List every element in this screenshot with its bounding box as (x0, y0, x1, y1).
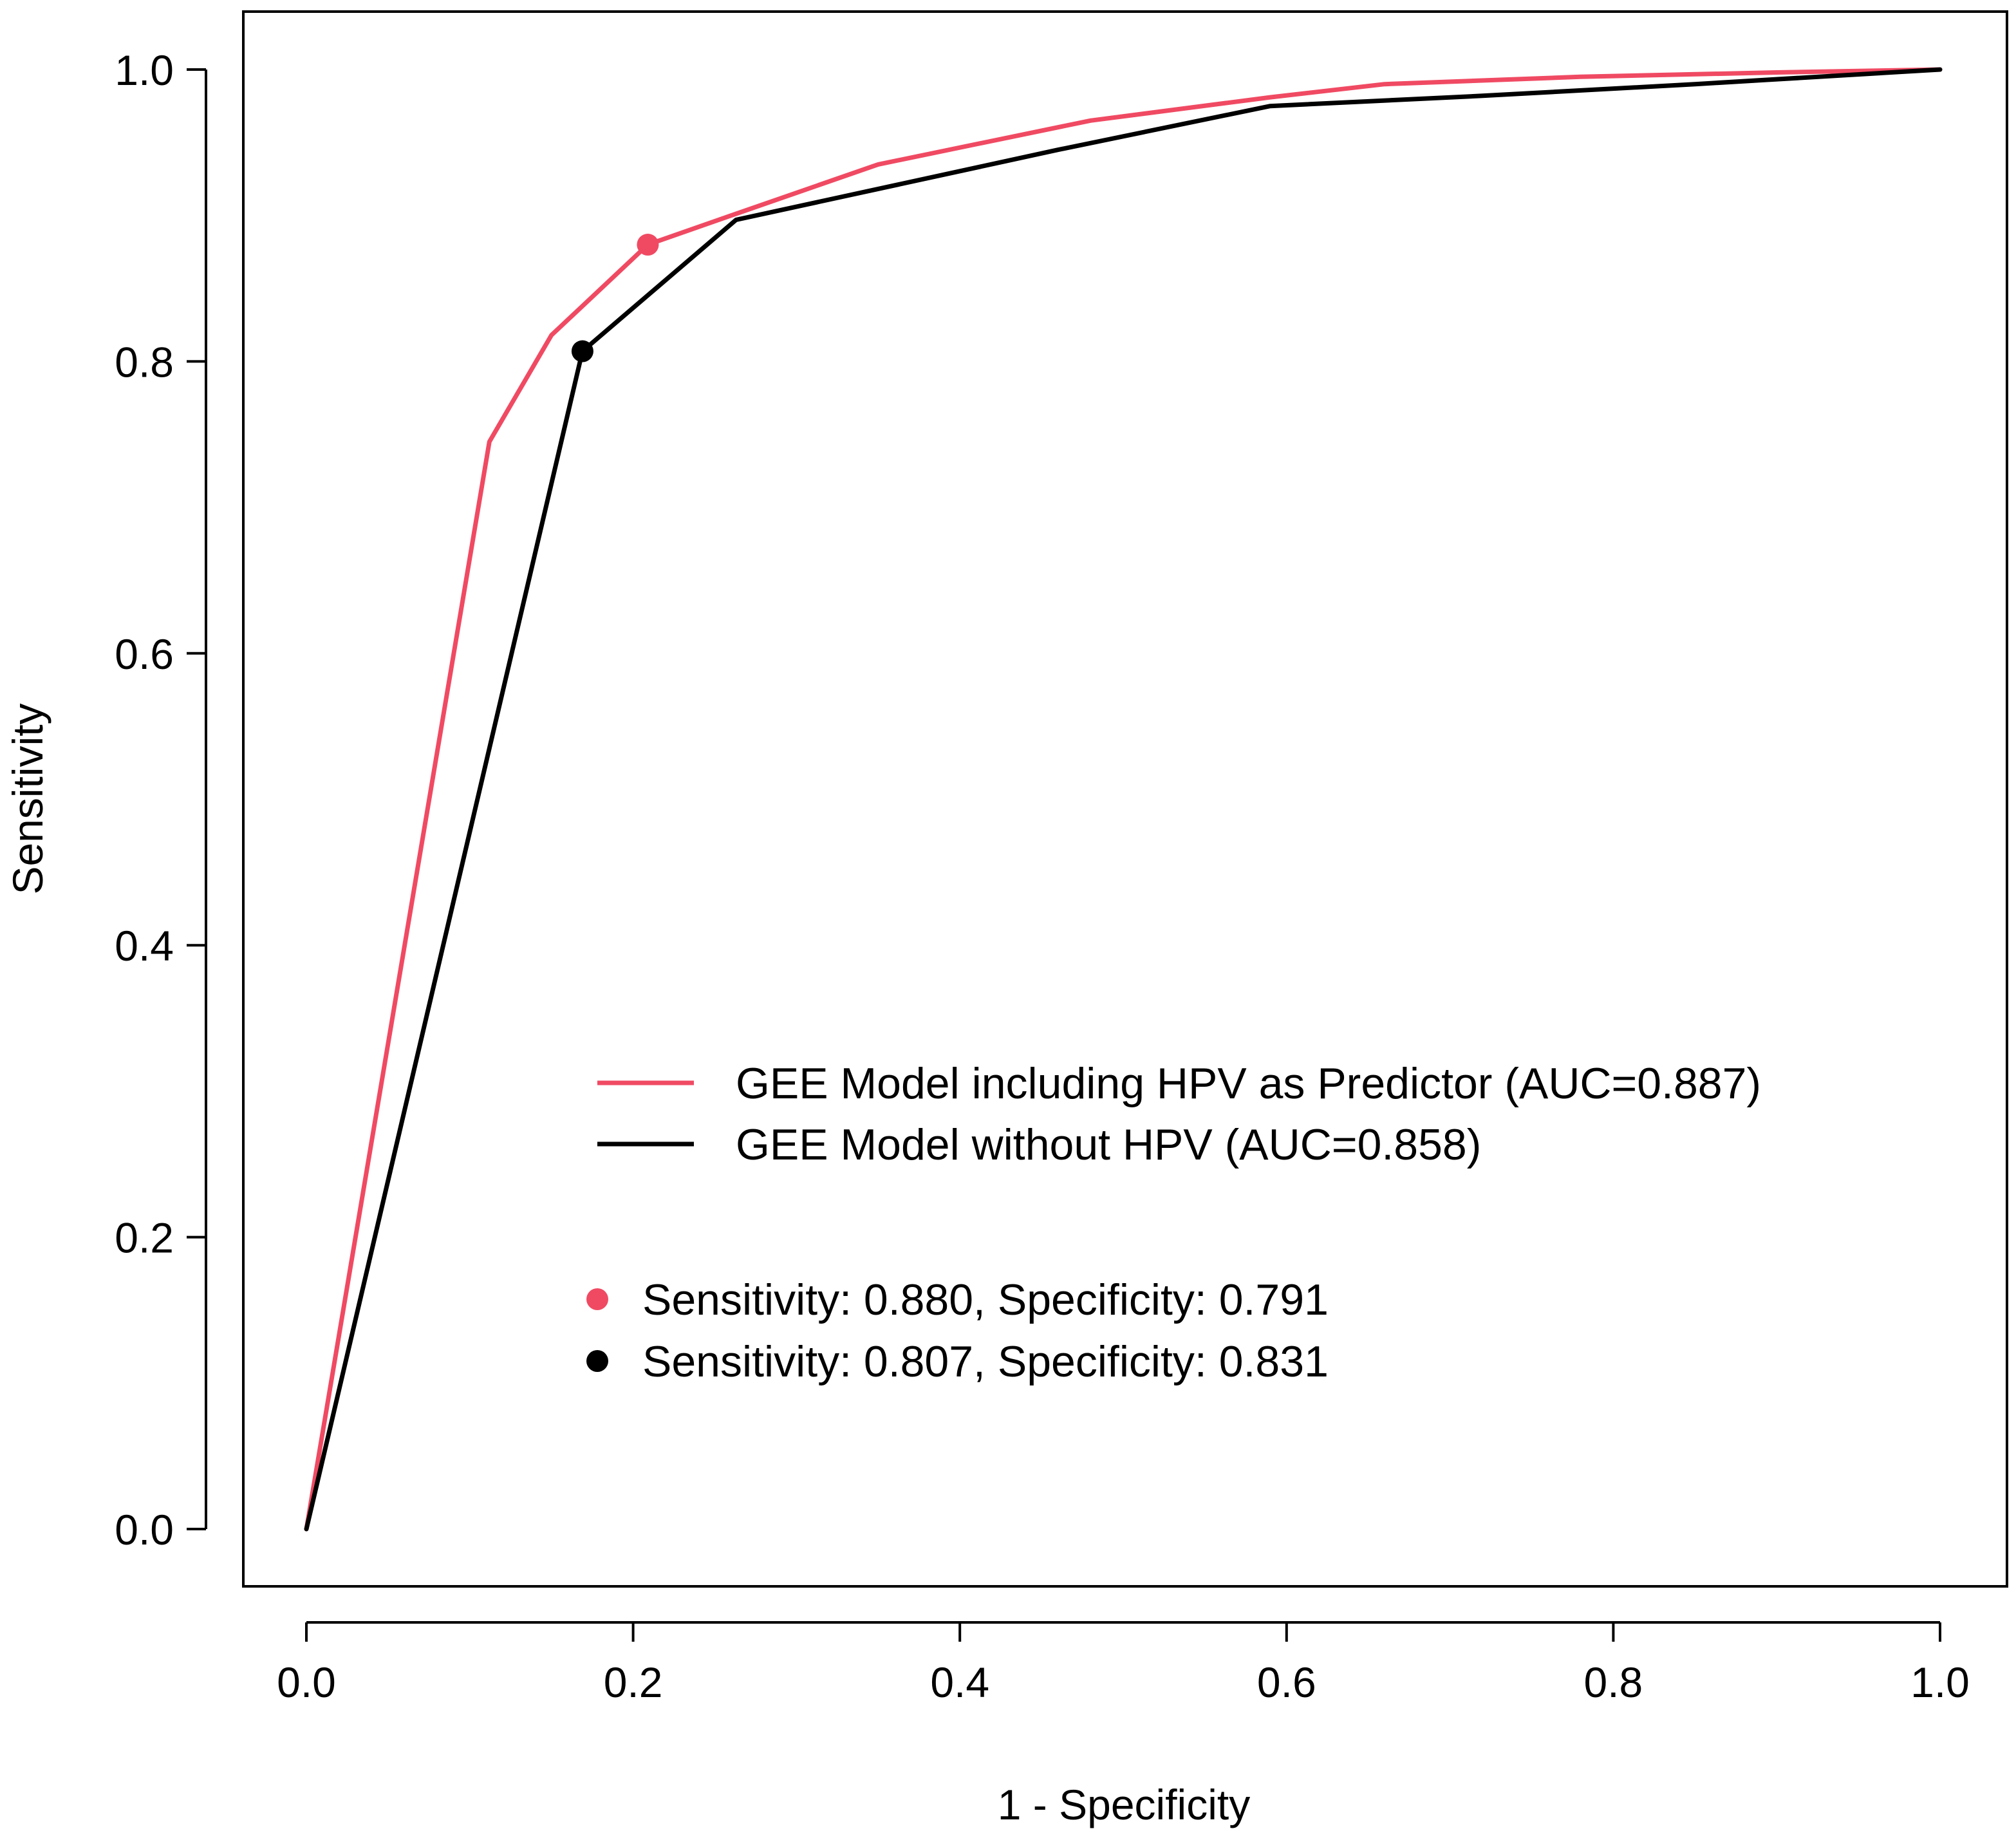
y-tick-label: 0.6 (115, 630, 174, 678)
legend-point-label-2: Sensitivity: 0.807, Specificity: 0.831 (642, 1337, 1329, 1386)
y-axis: 0.0 0.2 0.4 0.6 0.8 1.0 (115, 46, 207, 1554)
x-tick-label: 0.8 (1584, 1658, 1643, 1706)
y-tick-label: 0.2 (115, 1214, 174, 1262)
cutpoint-marker-2 (571, 340, 593, 362)
plot-frame (242, 10, 2008, 1588)
x-tick-label: 0.2 (604, 1658, 663, 1706)
x-tick-label: 0.0 (277, 1658, 336, 1706)
cutpoint-marker-1 (637, 234, 659, 256)
x-axis-title: 1 - Specificity (998, 1781, 1250, 1828)
legend-point-marker-2 (586, 1350, 608, 1372)
series-line-2 (304, 67, 1943, 1532)
y-tick-label: 0.8 (115, 338, 174, 386)
x-tick-label: 0.6 (1257, 1658, 1316, 1706)
y-tick-label: 0.0 (115, 1506, 174, 1554)
legend-point-marker-1 (586, 1288, 608, 1310)
legend-points: Sensitivity: 0.880, Specificity: 0.791 S… (586, 1275, 1329, 1386)
x-axis: 0.0 0.2 0.4 0.6 0.8 1.0 (277, 1621, 1970, 1706)
series-line-1 (304, 67, 1943, 1532)
legend-lines: GEE Model including HPV as Predictor (AU… (597, 1059, 1761, 1169)
legend-line-label-2: GEE Model without HPV (AUC=0.858) (736, 1120, 1481, 1169)
legend-point-label-1: Sensitivity: 0.880, Specificity: 0.791 (642, 1275, 1329, 1324)
x-tick-label: 1.0 (1910, 1658, 1970, 1706)
y-axis-title: Sensitivity (4, 703, 51, 894)
x-tick-label: 0.4 (930, 1658, 989, 1706)
y-tick-label: 0.4 (115, 922, 174, 970)
points-layer (571, 234, 659, 362)
legend-line-label-1: GEE Model including HPV as Predictor (AU… (736, 1059, 1761, 1108)
series-layer (304, 67, 1943, 1532)
y-tick-label: 1.0 (115, 46, 174, 94)
